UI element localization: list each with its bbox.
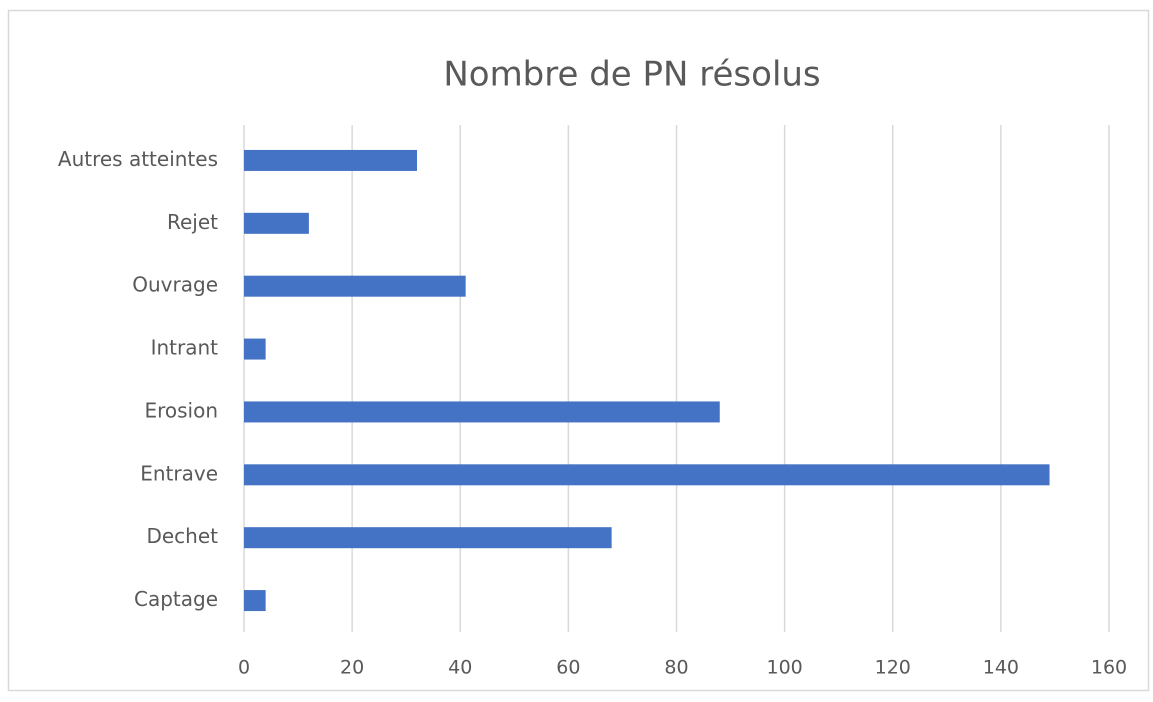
bar: [244, 275, 466, 297]
chart-frame: [7, 9, 1150, 692]
x-tick-label: 20: [340, 657, 364, 679]
y-tick-label: Rejet: [167, 210, 218, 234]
y-tick-label: Captage: [134, 587, 218, 611]
bar: [244, 464, 1050, 486]
chart-title: Nombre de PN résolus: [443, 55, 820, 95]
bar: [244, 338, 266, 360]
bar: [244, 212, 309, 234]
bar: [244, 590, 266, 612]
x-tick-label: 160: [1091, 657, 1127, 679]
x-tick-label: 60: [556, 657, 580, 679]
y-tick-label: Dechet: [146, 524, 218, 548]
x-tick-label: 120: [875, 657, 911, 679]
y-tick-label: Ouvrage: [132, 273, 218, 297]
y-tick-label: Erosion: [144, 398, 218, 422]
x-tick-label: 0: [238, 657, 250, 679]
x-tick-label: 80: [664, 657, 688, 679]
y-tick-label: Intrant: [151, 336, 219, 360]
x-tick-label: 100: [766, 657, 802, 679]
y-tick-label: Entrave: [140, 461, 218, 485]
x-tick-label: 140: [983, 657, 1019, 679]
bar: [244, 401, 720, 423]
y-tick-label: Autres atteintes: [58, 147, 218, 171]
x-tick-label: 40: [448, 657, 472, 679]
bar: [244, 149, 417, 171]
bar: [244, 527, 612, 549]
